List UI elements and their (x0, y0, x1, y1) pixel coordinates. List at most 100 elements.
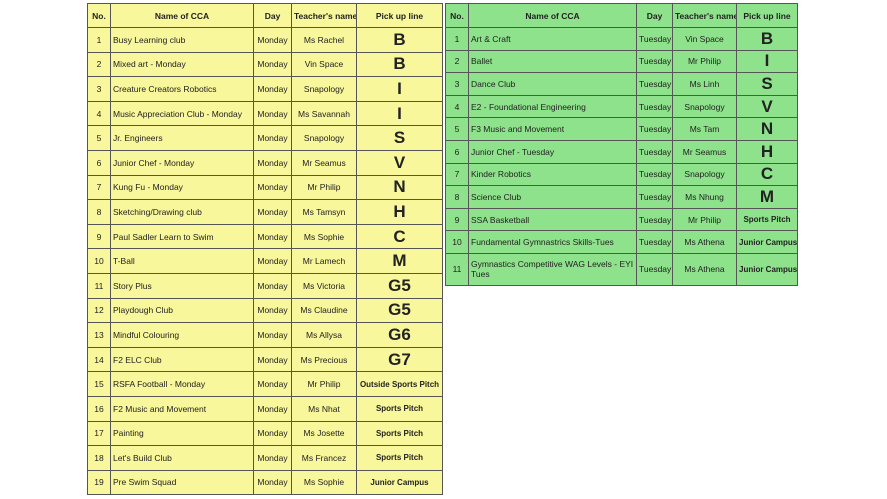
cell-no: 8 (445, 185, 469, 209)
cell-no: 7 (87, 174, 111, 201)
cell-teacher: Mr Seamus (291, 149, 357, 176)
cell-day: Tuesday (636, 49, 673, 74)
table-row: 2 Ballet Tuesday Mr Philip I (445, 49, 798, 74)
cell-day: Monday (253, 149, 292, 176)
cell-teacher: Vin Space (291, 51, 357, 78)
cell-no: 5 (445, 117, 469, 141)
table-row: 2 Mixed art - Monday Monday Vin Space B (87, 51, 443, 78)
cell-day: Monday (253, 51, 292, 78)
cell-pickup-line: G5 (356, 272, 443, 299)
cell-no: 14 (87, 346, 111, 373)
table-row: 8 Sketching/Drawing club Monday Ms Tamsyn H (87, 199, 443, 225)
table-row: 10 T-Ball Monday Mr Lamech M (87, 248, 443, 274)
cell-cca-name: Mindful Colouring (110, 322, 254, 348)
cell-no: 17 (87, 420, 111, 447)
cell-teacher: Snapology (291, 76, 357, 102)
cell-no: 10 (445, 230, 469, 254)
cell-pickup-line: C (356, 223, 443, 250)
header-name: Name of CCA (110, 3, 254, 28)
cell-day: Tuesday (636, 185, 673, 209)
cell-pickup-line: V (356, 149, 443, 176)
table-row: 5 F3 Music and Movement Tuesday Ms Tam N (445, 117, 798, 141)
header-teacher: Teacher's name (291, 3, 357, 28)
table-row: 7 Kung Fu - Monday Monday Mr Philip N (87, 174, 443, 201)
header-teacher: Teacher's name (672, 3, 737, 28)
cell-teacher: Ms Nhung (672, 185, 737, 209)
cell-day: Tuesday (636, 162, 673, 187)
cell-cca-name: RSFA Football - Monday (110, 371, 254, 397)
cell-no: 10 (87, 248, 111, 274)
cell-pickup-line: S (356, 125, 443, 151)
table-row: 10 Fundamental Gymnastrics Skills-Tues Tue… (445, 230, 798, 254)
cell-teacher: Mr Philip (672, 207, 737, 232)
cell-pickup-line: N (736, 117, 798, 141)
cell-cca-name: Music Appreciation Club - Monday (110, 100, 254, 127)
cell-teacher: Ms Athena (672, 252, 737, 286)
header-name: Name of CCA (468, 3, 637, 28)
cell-pickup-line: H (736, 139, 798, 164)
cell-teacher: Snapology (291, 125, 357, 151)
cell-teacher: Vin Space (672, 27, 737, 51)
cell-day: Monday (253, 395, 292, 422)
cell-teacher: Ms Linh (672, 72, 737, 96)
cell-pickup-line: I (356, 100, 443, 127)
cell-day: Monday (253, 125, 292, 151)
header-pickup: Pick up line (356, 3, 443, 28)
cell-pickup-line: C (736, 162, 798, 187)
cell-pickup-line: Junior Campus (736, 252, 798, 286)
cell-pickup-line: M (356, 248, 443, 274)
cell-teacher: Ms Athena (672, 230, 737, 254)
cell-cca-name: Junior Chef - Monday (110, 149, 254, 176)
cell-no: 2 (445, 49, 469, 74)
cell-day: Tuesday (636, 139, 673, 164)
cell-teacher: Ms Victoria (291, 272, 357, 299)
cell-day: Tuesday (636, 252, 673, 286)
cell-teacher: Mr Philip (291, 371, 357, 397)
cell-pickup-line: N (356, 174, 443, 201)
table-row: 12 Playdough Club Monday Ms Claudine G5 (87, 297, 443, 324)
cell-pickup-line: G5 (356, 297, 443, 324)
table-row: 8 Science Club Tuesday Ms Nhung M (445, 185, 798, 209)
cell-cca-name: Science Club (468, 185, 637, 209)
cell-teacher: Ms Rachel (291, 27, 357, 53)
cell-no: 6 (445, 139, 469, 164)
cell-teacher: Mr Philip (291, 174, 357, 201)
cell-teacher: Ms Francez (291, 445, 357, 471)
cell-cca-name: Story Plus (110, 272, 254, 299)
table-row: 17 Painting Monday Ms Josette Sports Pitch (87, 420, 443, 447)
cell-teacher: Ms Precious (291, 346, 357, 373)
cell-no: 13 (87, 322, 111, 348)
cell-no: 9 (87, 223, 111, 250)
cell-pickup-line: G6 (356, 322, 443, 348)
table-row: 4 Music Appreciation Club - Monday Monday M… (87, 100, 443, 127)
cell-day: Monday (253, 297, 292, 324)
header-day: Day (253, 3, 292, 28)
cell-pickup-line: M (736, 185, 798, 209)
table-row: 7 Kinder Robotics Tuesday Snapology C (445, 162, 798, 187)
cell-teacher: Snapology (672, 94, 737, 119)
header-no: No. (445, 3, 469, 28)
cell-pickup-line: Junior Campus (356, 469, 443, 496)
cell-day: Monday (253, 27, 292, 53)
table-row: 11 Story Plus Monday Ms Victoria G5 (87, 272, 443, 299)
cell-no: 3 (87, 76, 111, 102)
cell-no: 18 (87, 445, 111, 471)
cell-day: Monday (253, 469, 292, 496)
cell-no: 6 (87, 149, 111, 176)
header-row: No. Name of CCA Day Teacher's name Pick … (87, 3, 443, 28)
cell-pickup-line: I (356, 76, 443, 102)
table-row: 6 Junior Chef - Monday Monday Mr Seamus V (87, 149, 443, 176)
cell-no: 4 (87, 100, 111, 127)
table-row: 19 Pre Swim Squad Monday Ms Sophie Junior Ca… (87, 469, 443, 496)
cell-pickup-line: V (736, 94, 798, 119)
cell-cca-name: Creature Creators Robotics (110, 76, 254, 102)
cell-day: Tuesday (636, 72, 673, 96)
monday-cca-table: No. Name of CCA Day Teacher's name Pick … (87, 3, 443, 496)
cell-cca-name: F3 Music and Movement (468, 117, 637, 141)
tuesday-cca-table: No. Name of CCA Day Teacher's name Pick … (445, 3, 798, 286)
cell-cca-name: Let's Build Club (110, 445, 254, 471)
cell-day: Monday (253, 174, 292, 201)
cell-day: Monday (253, 248, 292, 274)
cell-teacher: Mr Lamech (291, 248, 357, 274)
cell-cca-name: Ballet (468, 49, 637, 74)
